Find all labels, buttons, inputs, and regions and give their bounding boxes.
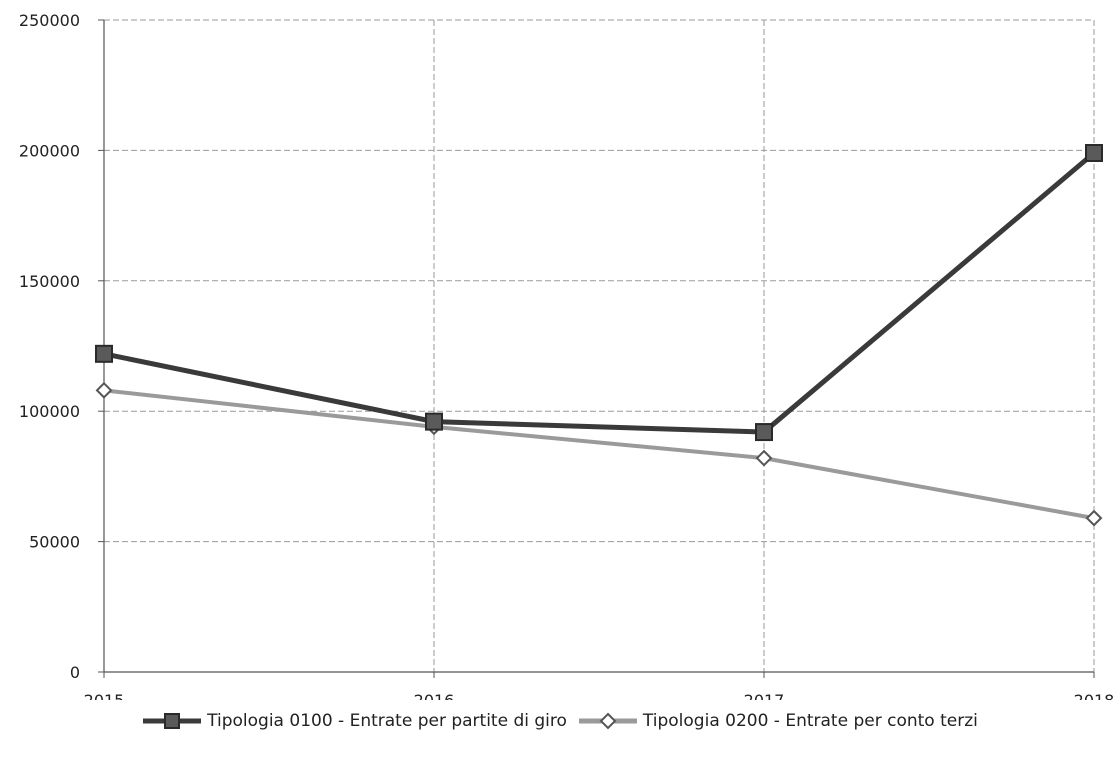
point-series-2-2015 (95, 381, 113, 399)
legend-item-series-2: Tipologia 0200 - Entrate per conto terzi (577, 711, 978, 731)
y-axis-tick-labels: 0 50000 100000 150000 200000 250000 (19, 11, 80, 682)
legend-item-series-1: Tipologia 0100 - Entrate per partite di … (141, 711, 567, 731)
y-tick-label: 200000 (19, 141, 80, 160)
point-series-1-2018 (1085, 144, 1103, 163)
y-tick-label: 100000 (19, 402, 80, 421)
x-tick-label: 2018 (1074, 691, 1115, 700)
point-series-1-2015 (95, 344, 113, 363)
point-series-1-2016 (425, 412, 443, 431)
y-tick-label: 150000 (19, 272, 80, 291)
series-lines (103, 151, 1096, 521)
legend-label-series-2: Tipologia 0200 - Entrate per conto terzi (642, 711, 978, 731)
legend-label-series-1: Tipologia 0100 - Entrate per partite di … (207, 711, 567, 731)
legend-swatch-square-icon (143, 713, 202, 729)
x-axis-tick-labels: 2015 2016 2017 2018 (84, 691, 1115, 700)
series-markers (95, 144, 1103, 527)
x-tick-label: 2016 (414, 691, 455, 700)
point-series-2-2017 (755, 449, 773, 467)
grid-lines (104, 19, 1095, 672)
series-line-2 (103, 388, 1095, 521)
point-series-2-2018 (1085, 509, 1103, 527)
x-tick-label: 2015 (84, 691, 125, 700)
series-line-1 (103, 151, 1096, 435)
x-tick-label: 2017 (744, 691, 785, 700)
y-tick-label: 50000 (29, 533, 80, 552)
axes (98, 19, 1095, 678)
legend: Tipologia 0100 - Entrate per partite di … (0, 706, 1119, 736)
y-tick-label: 250000 (19, 11, 80, 30)
legend-swatch-diamond-icon (578, 712, 637, 730)
point-series-1-2017 (755, 423, 773, 442)
y-tick-label: 0 (70, 663, 80, 682)
